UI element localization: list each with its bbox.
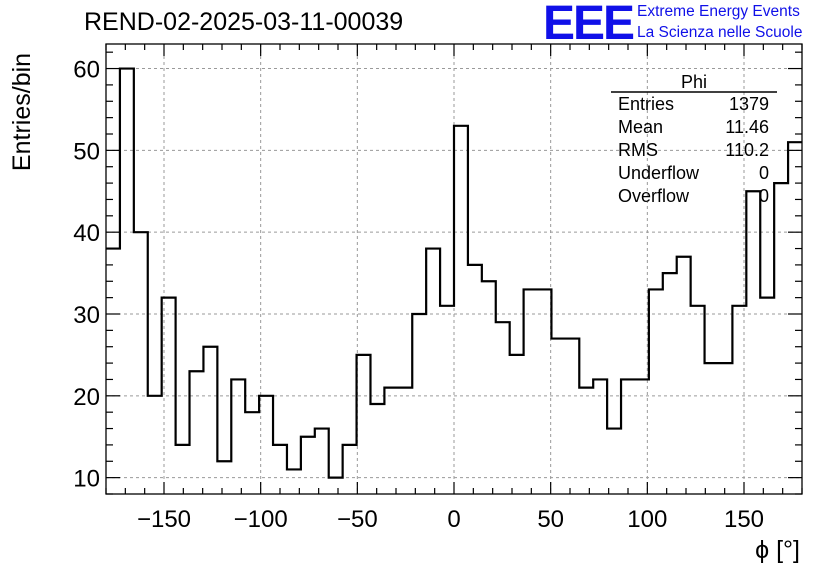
page-title: REND-02-2025-03-11-00039 [84, 8, 404, 36]
histogram-line [106, 67, 802, 479]
x-tick-label: 0 [447, 506, 460, 533]
stats-label: Entries [618, 94, 674, 114]
y-tick-label: 60 [73, 57, 100, 84]
stats-value: 1379 [729, 94, 769, 114]
stats-value: 11.46 [725, 117, 769, 137]
stats-value: 0 [759, 163, 769, 183]
stats-value: 110.2 [725, 140, 769, 160]
stats-label: Underflow [618, 163, 700, 183]
axis-tick-labels: −150 −100 −50 0 50 100 150 10 20 30 40 50 60 [73, 57, 764, 533]
x-axis-label: ϕ [°] [755, 536, 800, 564]
x-tick-label: 100 [627, 506, 667, 533]
y-tick-label: 40 [73, 220, 100, 247]
stats-label: RMS [618, 140, 658, 160]
eee-logo: EEE [543, 0, 635, 50]
y-tick-label: 50 [73, 138, 100, 165]
stats-label: Mean [618, 117, 663, 137]
x-tick-label: −100 [234, 506, 288, 533]
logo-line-2: La Scienza nelle Scuole [637, 24, 803, 41]
y-axis-label: Entries/bin [8, 53, 36, 171]
x-tick-label: 50 [537, 506, 564, 533]
stats-title: Phi [681, 72, 707, 92]
x-tick-label: −150 [137, 506, 191, 533]
x-tick-label: 150 [724, 506, 764, 533]
y-tick-label: 20 [73, 384, 100, 411]
stats-box: Phi Entries 1379 Mean 11.46 RMS 110.2 Underflo… [611, 72, 777, 206]
stats-value: 0 [759, 186, 769, 206]
axis-ticks [105, 44, 803, 495]
y-tick-label: 10 [73, 466, 100, 493]
logo-line-1: Extreme Energy Events [637, 3, 800, 20]
stats-label: Overflow [618, 186, 690, 206]
y-tick-label: 30 [73, 302, 100, 329]
x-tick-label: −50 [337, 506, 378, 533]
